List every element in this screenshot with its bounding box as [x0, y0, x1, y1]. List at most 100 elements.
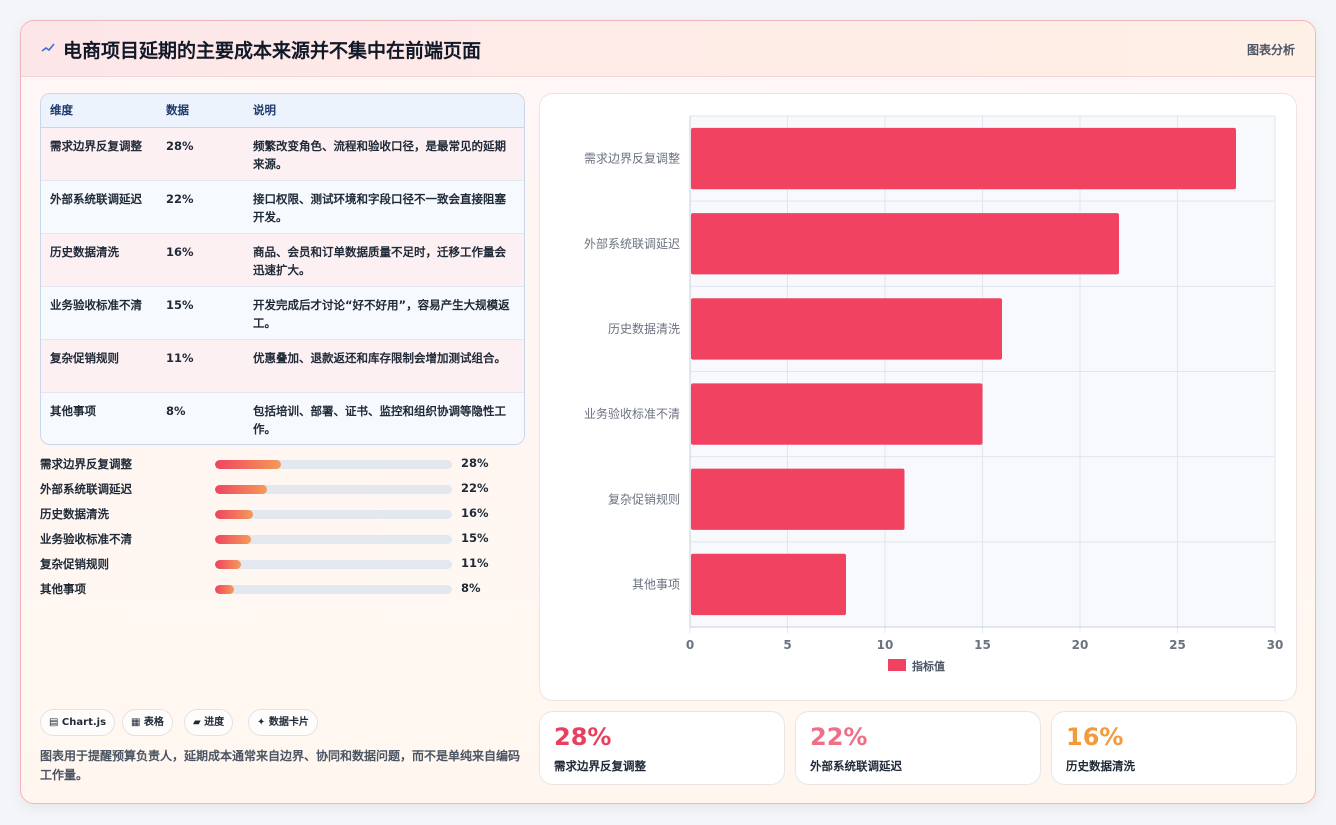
- page-title: 电商项目延期的主要成本来源并不集中在前端页面: [63, 40, 482, 62]
- table-header-data: 数据: [157, 94, 244, 128]
- stat-value: 28%: [554, 723, 612, 751]
- table-cell-description: 商品、会员和订单数据质量不足时，迁移工作量会迅速扩大。: [244, 233, 524, 287]
- stat-label: 需求边界反复调整: [554, 759, 646, 773]
- bar: [691, 468, 905, 530]
- chart-analysis-link[interactable]: 图表分析: [1246, 43, 1295, 57]
- bar: [691, 298, 1002, 360]
- bar-chart-svg: 0 5 10 15 20 25 30 需求边界反复调整外部系统联调延迟历史数据清洗业务验收标准…: [584, 115, 1284, 673]
- progress-fill: [215, 460, 282, 469]
- progress-row: 需求边界反复调整 28%: [40, 456, 510, 472]
- stat-label: 外部系统联调延迟: [810, 759, 902, 773]
- progress-fill: [215, 535, 251, 544]
- progress-value: 28%: [461, 456, 489, 470]
- progress-row: 外部系统联调延迟 22%: [40, 481, 510, 497]
- y-tick-label: 业务验收标准不清: [584, 406, 680, 421]
- progress-label: 业务验收标准不清: [40, 532, 132, 546]
- stat-card: 16% 历史数据清洗: [1051, 711, 1297, 785]
- table-cell-dimension: 历史数据清洗: [41, 233, 157, 287]
- bar: [691, 213, 1119, 275]
- progress-value: 16%: [461, 506, 489, 520]
- table-cell-value: 28%: [157, 127, 244, 181]
- table-cell-description: 包括培训、部署、证书、监控和组织协调等隐性工作。: [244, 392, 524, 444]
- stat-card: 28% 需求边界反复调整: [539, 711, 785, 785]
- chart-description: 图表用于提醒预算负责人，延期成本通常来自边界、协同和数据问题，而不是单纯来自编码…: [40, 749, 521, 782]
- legend-label: 指标值: [912, 659, 945, 673]
- progress-track: [215, 585, 452, 594]
- progress-label: 需求边界反复调整: [40, 457, 132, 471]
- x-tick-label: 10: [877, 638, 894, 652]
- table-row: 外部系统联调延迟 22% 接口权限、测试环境和字段口径不一致会直接阻塞开发。: [41, 180, 524, 234]
- table-cell-dimension: 业务验收标准不清: [41, 286, 157, 340]
- table-cell-value: 16%: [157, 233, 244, 287]
- table-row: 其他事项 8% 包括培训、部署、证书、监控和组织协调等隐性工作。: [41, 392, 524, 444]
- table-row: 业务验收标准不清 15% 开发完成后才讨论“好不好用”，容易产生大规模返工。: [41, 286, 524, 340]
- progress-track: [215, 535, 452, 544]
- table-cell-description: 频繁改变角色、流程和验收口径，是最常见的延期来源。: [244, 127, 524, 181]
- x-tick-label: 25: [1169, 638, 1186, 652]
- stat-value: 22%: [810, 723, 868, 751]
- progress-value: 22%: [461, 481, 489, 495]
- progress-row: 业务验收标准不清 15%: [40, 531, 510, 547]
- table-row: 历史数据清洗 16% 商品、会员和订单数据质量不足时，迁移工作量会迅速扩大。: [41, 233, 524, 287]
- stat-value: 16%: [1066, 723, 1124, 751]
- table-cell-value: 15%: [157, 286, 244, 340]
- table-cell-dimension: 外部系统联调延迟: [41, 180, 157, 234]
- stat-card: 22% 外部系统联调延迟: [795, 711, 1041, 785]
- chip-table[interactable]: ▦ 表格: [122, 709, 173, 736]
- stat-label: 历史数据清洗: [1066, 759, 1135, 773]
- chip-chartjs[interactable]: ▤ Chart.js: [40, 709, 116, 736]
- y-tick-label: 外部系统联调延迟: [584, 236, 680, 251]
- chip-data-cards[interactable]: ✦ 数据卡片: [248, 709, 318, 736]
- y-tick-label: 需求边界反复调整: [584, 151, 680, 166]
- y-tick-label: 历史数据清洗: [608, 321, 680, 336]
- bar: [691, 127, 1236, 190]
- x-tick-label: 20: [1072, 638, 1089, 652]
- progress-value: 15%: [461, 531, 489, 545]
- table-row: 需求边界反复调整 28% 频繁改变角色、流程和验收口径，是最常见的延期来源。: [41, 127, 524, 181]
- table-cell-description: 开发完成后才讨论“好不好用”，容易产生大规模返工。: [244, 286, 524, 340]
- bar-chart: 0 5 10 15 20 25 30 需求边界反复调整 外部系统联调延迟历史数据清洗业务验收标准…: [539, 93, 1297, 701]
- progress-label: 复杂促销规则: [40, 557, 109, 571]
- table-cell-description: 接口权限、测试环境和字段口径不一致会直接阻塞开发。: [244, 180, 524, 234]
- progress-row: 其他事项 8%: [40, 581, 510, 597]
- progress-value: 8%: [461, 581, 481, 595]
- table-cell-description: 优惠叠加、退款返还和库存限制会增加测试组合。: [244, 339, 524, 393]
- x-tick-label: 0: [686, 638, 694, 652]
- bar: [691, 383, 983, 445]
- progress-track: [215, 460, 452, 469]
- table-row: 复杂促销规则 11% 优惠叠加、退款返还和库存限制会增加测试组合。: [41, 339, 524, 393]
- table-header-description: 说明: [244, 94, 524, 128]
- progress-fill: [215, 510, 253, 519]
- x-tick-label: 5: [783, 638, 791, 652]
- table-cell-value: 11%: [157, 339, 244, 393]
- y-tick-label: 复杂促销规则: [608, 491, 680, 506]
- table-cell-value: 8%: [157, 392, 244, 444]
- legend-swatch: [888, 659, 906, 671]
- data-table: 维度 数据 说明 需求边界反复调整 28% 频繁改变角色、流程和验收口径，是最常…: [40, 93, 525, 445]
- progress-fill: [215, 560, 242, 569]
- progress-row: 历史数据清洗 16%: [40, 506, 510, 522]
- progress-value: 11%: [461, 556, 489, 570]
- progress-track: [215, 510, 452, 519]
- chart-pulse-icon: [41, 39, 55, 57]
- table-cell-dimension: 复杂促销规则: [41, 339, 157, 393]
- table-cell-dimension: 其他事项: [41, 392, 157, 444]
- progress-row: 复杂促销规则 11%: [40, 556, 510, 572]
- progress-track: [215, 560, 452, 569]
- table-header-dimension: 维度: [41, 94, 157, 128]
- dashboard-card: 电商项目延期的主要成本来源并不集中在前端页面 图表分析 维度 数据 说明 需求边…: [20, 20, 1316, 804]
- progress-label: 外部系统联调延迟: [40, 482, 132, 496]
- progress-fill: [215, 585, 234, 594]
- progress-fill: [215, 485, 268, 494]
- table-cell-value: 22%: [157, 180, 244, 234]
- bar: [691, 553, 846, 616]
- progress-track: [215, 485, 452, 494]
- y-tick-label: 其他事项: [632, 577, 680, 591]
- card-header: 电商项目延期的主要成本来源并不集中在前端页面 图表分析: [21, 21, 1315, 77]
- progress-label: 历史数据清洗: [40, 507, 109, 521]
- progress-label: 其他事项: [40, 582, 86, 596]
- table-cell-dimension: 需求边界反复调整: [41, 127, 157, 181]
- chip-progress[interactable]: ▰ 进度: [184, 709, 234, 736]
- x-tick-label: 15: [974, 638, 991, 652]
- x-tick-label: 30: [1267, 638, 1284, 652]
